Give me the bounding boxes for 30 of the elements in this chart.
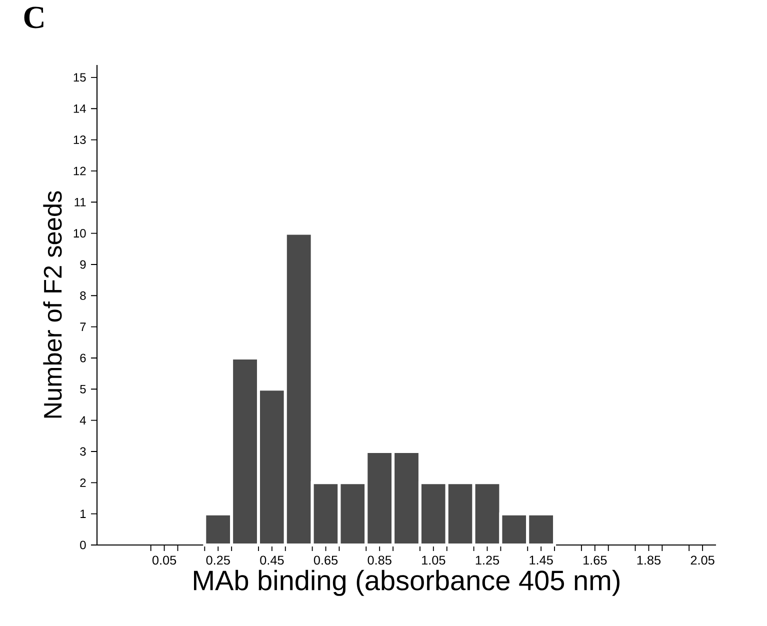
y-tick-label: 13 xyxy=(74,136,86,144)
y-tick-label: 11 xyxy=(74,198,86,206)
text: C xyxy=(24,6,44,28)
y-tick-label: 1 xyxy=(80,510,86,518)
x-tick-label: 0.65 xyxy=(314,556,338,565)
x-axis-title: MAb binding (absorbance 405 nm) xyxy=(194,570,620,596)
y-tick-label: 3 xyxy=(80,447,86,456)
y-tick-label: 8 xyxy=(80,291,86,300)
x-tick-label: 0.45 xyxy=(260,556,284,565)
x-tick-label: 1.85 xyxy=(637,556,661,565)
y-tick-label: 4 xyxy=(80,416,86,424)
y-axis-title: Number of F2 seeds xyxy=(43,191,62,418)
x-tick-label: 1.25 xyxy=(476,556,500,565)
y-tick-label: 12 xyxy=(74,166,86,176)
y-tick-label: 9 xyxy=(80,260,86,269)
y-tick-label: 0 xyxy=(80,540,86,550)
x-tick-label: 1.05 xyxy=(422,556,446,565)
x-tick-label: 0.25 xyxy=(206,556,230,565)
y-tick-label: 2 xyxy=(80,478,86,487)
y-tick-label: 7 xyxy=(80,322,86,331)
y-tick-label: 5 xyxy=(80,384,86,394)
y-tick-label: 10 xyxy=(74,229,86,238)
x-tick-label: 1.45 xyxy=(530,556,553,565)
y-tick-label: 15 xyxy=(74,73,86,82)
x-tick-label: 0.05 xyxy=(152,556,176,565)
x-tick-label: 2.05 xyxy=(690,556,714,565)
x-tick-label: 1.65 xyxy=(584,556,607,565)
y-tick-label: 14 xyxy=(74,104,86,113)
x-tick-label: 0.85 xyxy=(368,556,392,565)
y-tick-label: 6 xyxy=(80,354,86,362)
